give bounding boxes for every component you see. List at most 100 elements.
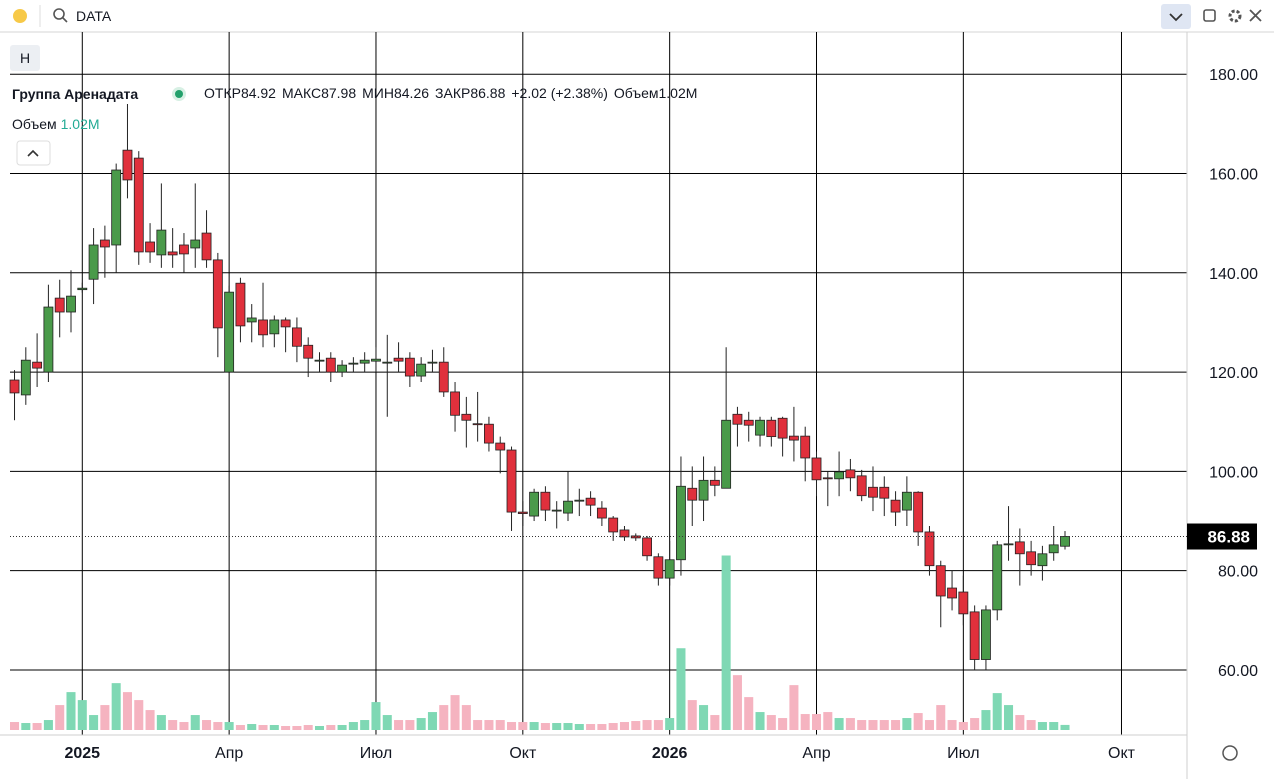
chevron (1169, 13, 1183, 22)
volume-bar (800, 714, 810, 730)
x-tick-label: Июл (947, 745, 979, 762)
volume-bar (1015, 715, 1025, 730)
x-tick-label: Апр (215, 745, 243, 762)
volume-bar (936, 705, 946, 730)
candle-body (856, 475, 867, 497)
volume-bar (540, 723, 550, 730)
volume-bar (337, 725, 347, 730)
candle-body (721, 419, 732, 489)
candle-body (924, 531, 935, 567)
candle-body (461, 413, 472, 421)
candle-body (43, 306, 54, 373)
candle-body (1026, 551, 1037, 566)
candle-body (969, 611, 980, 660)
search-text[interactable]: DATA (76, 8, 112, 24)
candle-body (190, 239, 201, 249)
volume-bar (247, 724, 257, 730)
volume-bar (992, 693, 1002, 730)
value: 1.02M (60, 116, 100, 132)
volume-bar (1037, 722, 1047, 730)
volume-bar (665, 718, 675, 730)
volume-bar (1060, 724, 1070, 730)
candle-body (359, 359, 370, 364)
candle-body (777, 417, 788, 439)
candle-body (291, 327, 302, 347)
candle-body (506, 449, 517, 513)
volume-bar (416, 718, 426, 730)
volume-bar (868, 720, 878, 730)
volume-bar (653, 720, 663, 730)
settings-icon[interactable] (1222, 745, 1238, 761)
interval-label[interactable]: H (20, 50, 30, 66)
candle-body (517, 511, 528, 514)
volume-bar (382, 715, 392, 730)
candle-body (1060, 536, 1070, 547)
candle-body (99, 239, 110, 248)
x-tick-label: 2025 (64, 745, 100, 762)
y-tick-label: 180.00 (1209, 67, 1258, 84)
candle-body (201, 232, 212, 261)
candle-body (800, 435, 811, 459)
candle-body (766, 419, 777, 438)
volume-bar (789, 685, 799, 730)
close-button[interactable] (1249, 9, 1262, 22)
y-tick-label: 140.00 (1209, 266, 1258, 283)
volume-bar (879, 720, 889, 730)
volume-bar (891, 720, 901, 730)
volume-bar (269, 725, 279, 730)
candle-body (676, 485, 686, 561)
y-tick-label: 120.00 (1209, 365, 1258, 382)
volume-bar (43, 720, 53, 730)
volume-bar (427, 712, 437, 730)
volume-bar (823, 712, 833, 730)
volume-bar (608, 723, 618, 730)
volume-bar (597, 724, 607, 730)
candle-body (32, 361, 43, 369)
volume-bar (958, 722, 968, 730)
volume-bar (224, 722, 234, 730)
candle-body (992, 544, 1003, 611)
legend-toggle[interactable] (16, 140, 51, 166)
candle-body (325, 357, 336, 373)
volume-bar (574, 724, 584, 730)
candle-body (133, 157, 144, 253)
candle-body (981, 609, 991, 660)
candle-body (619, 529, 630, 538)
candle-body (269, 319, 280, 335)
y-tick-label: 60.00 (1218, 663, 1258, 680)
x-tick-label: Окт (509, 745, 537, 762)
candle-body (1037, 553, 1048, 567)
interval-button[interactable] (10, 45, 40, 71)
settings-button[interactable] (1228, 9, 1242, 23)
value: 86.88 (470, 85, 506, 101)
collapse-button[interactable] (1161, 4, 1191, 29)
candle-body (9, 379, 20, 394)
maximize-button[interactable] (1203, 9, 1216, 22)
volume-bar (405, 720, 415, 730)
candle-body (642, 537, 652, 557)
candle-body (111, 169, 122, 246)
candle-body (77, 287, 88, 291)
candle-body (495, 442, 506, 451)
volume-bar (710, 715, 720, 730)
volume-bar (924, 720, 934, 730)
candle-body (314, 359, 325, 362)
candle-body (235, 282, 246, 327)
candle-body (224, 291, 235, 373)
label: ОТКР (204, 85, 241, 101)
candle-body (1048, 544, 1059, 554)
candle-body (382, 361, 393, 364)
label: Объем (12, 116, 57, 132)
candle-body (122, 149, 133, 181)
last-price-label: 86.88 (1207, 528, 1250, 547)
candle-body (698, 479, 709, 501)
candle-body (687, 487, 698, 501)
volume-bar (529, 722, 539, 730)
candle-body (890, 499, 901, 513)
label: МИН (362, 85, 394, 101)
volume-bar (235, 725, 245, 730)
volume-bar (156, 715, 166, 730)
candle-body (167, 251, 178, 256)
candle-body (958, 591, 969, 615)
